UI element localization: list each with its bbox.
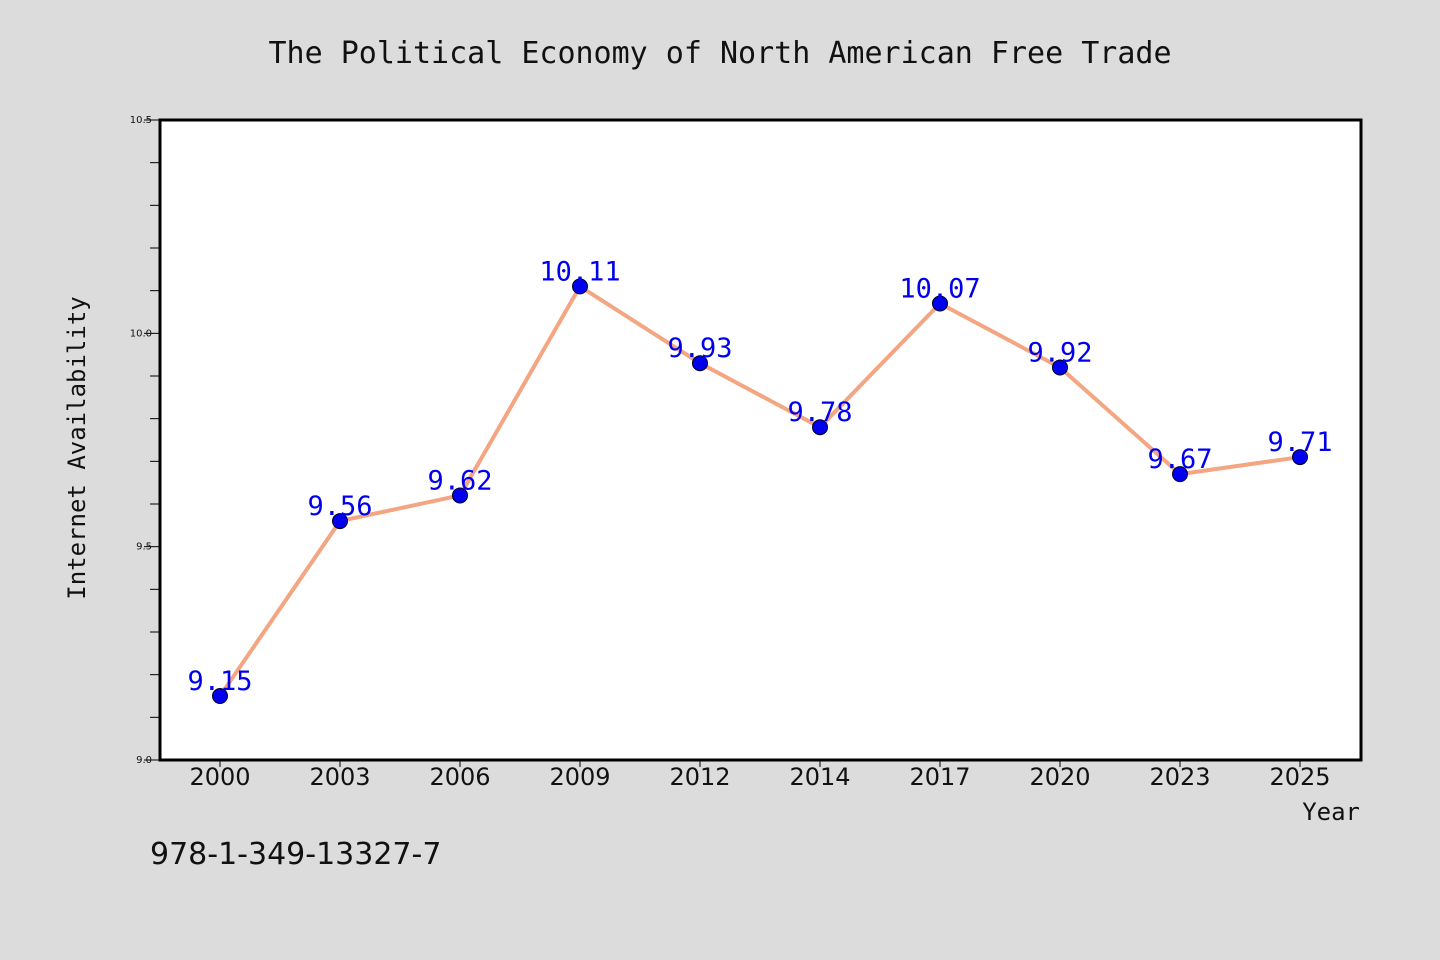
data-label: 9.78 [787, 397, 852, 428]
data-label: 10.11 [539, 256, 620, 287]
x-axis: 2000 2003 2006 2009 2012 2014 2017 2020 2023 2025 [189, 760, 1331, 791]
data-labels-group: 9.15 9.56 9.62 10.11 9.93 9.78 10.07 9.92 9.67 9.… [187, 256, 1332, 697]
data-point [1172, 466, 1188, 483]
data-point [692, 355, 708, 372]
y-tick-label: 9.5 [136, 542, 152, 553]
x-tick-label: 2023 [1149, 763, 1210, 791]
y-tick-label: 10.5 [130, 115, 152, 126]
x-tick-label: 2000 [189, 763, 250, 791]
x-tick-label: 2014 [789, 763, 850, 791]
data-point [572, 278, 588, 295]
x-axis-label: Year [1302, 798, 1360, 826]
y-tick-label: 9.0 [136, 755, 152, 766]
data-label: 9.15 [187, 666, 252, 697]
data-point [332, 513, 348, 530]
chart-title: The Political Economy of North American … [268, 36, 1171, 71]
plot-area [158, 118, 1363, 762]
data-label: 9.92 [1027, 337, 1092, 368]
y-tick-label: 10.0 [130, 328, 152, 339]
y-axis: 9.0 9.5 10.0 10.5 [130, 115, 160, 766]
data-point [932, 295, 948, 312]
data-point [812, 419, 828, 436]
data-label: 9.93 [667, 333, 732, 364]
data-point [212, 688, 228, 704]
data-point [1052, 359, 1068, 376]
data-label: 9.67 [1147, 444, 1212, 475]
data-point [452, 487, 468, 504]
series-line [218, 284, 1302, 698]
data-label: 10.07 [899, 273, 980, 304]
x-tick-label: 2009 [549, 763, 610, 791]
x-tick-label: 2003 [309, 763, 370, 791]
data-label: 9.62 [427, 465, 492, 496]
series-group [212, 278, 1308, 704]
data-point [1292, 449, 1308, 466]
x-tick-label: 2017 [909, 763, 970, 791]
x-tick-label: 2006 [429, 763, 490, 791]
x-tick-label: 2020 [1029, 763, 1090, 791]
y-axis-label: Internet Availability [63, 296, 91, 599]
x-tick-label: 2012 [669, 763, 730, 791]
data-label: 9.71 [1267, 427, 1332, 458]
isbn-text: 978-1-349-13327-7 [150, 837, 441, 872]
data-label: 9.56 [307, 491, 372, 522]
x-tick-label: 2025 [1269, 763, 1330, 791]
